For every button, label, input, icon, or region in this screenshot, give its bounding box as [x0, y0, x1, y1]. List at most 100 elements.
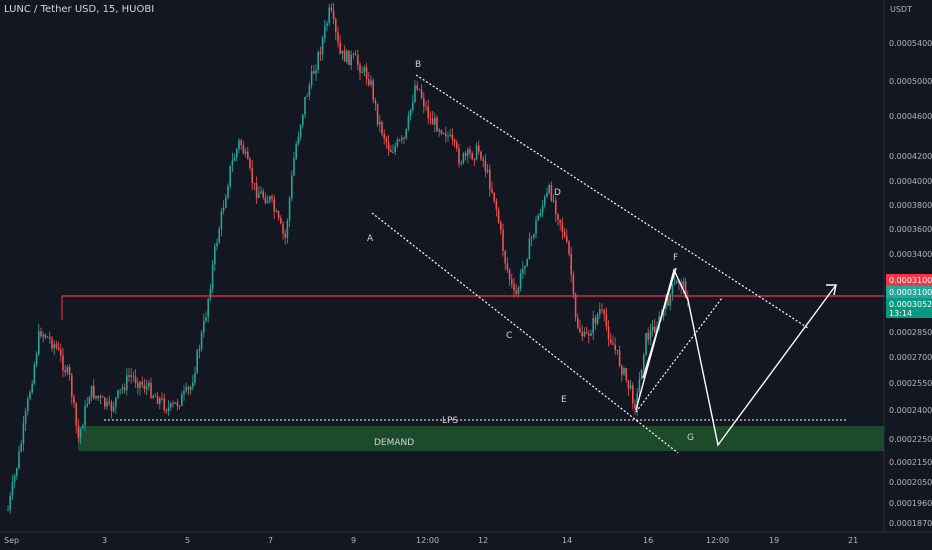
candle-body	[317, 52, 319, 70]
candle-body	[343, 50, 346, 62]
candle-body	[178, 405, 181, 407]
candle-body	[280, 217, 282, 224]
candle-body	[324, 26, 326, 39]
candle-body	[616, 349, 619, 351]
candle-body	[128, 375, 130, 377]
candle-body	[537, 215, 539, 221]
x-axis: Sep 3 5 7 9 12:00 12 14 16 12:00 19 21	[4, 536, 858, 545]
candle-body	[601, 309, 603, 311]
candle-body	[108, 401, 110, 403]
candle-body	[502, 229, 504, 251]
candle-body	[651, 326, 654, 331]
candle-body	[504, 250, 506, 264]
candle-body	[654, 326, 656, 333]
candle-body	[214, 246, 216, 265]
x-tick-label: Sep	[4, 536, 19, 545]
candle-body	[55, 344, 58, 348]
candle-body	[352, 54, 355, 56]
candle-body	[572, 274, 575, 294]
candle-body	[517, 288, 520, 294]
candle-body	[192, 382, 194, 388]
candle-body	[49, 336, 51, 339]
candle-body	[117, 390, 119, 398]
candle-body	[535, 220, 537, 235]
candle-body	[506, 263, 509, 270]
candle-body	[247, 151, 249, 160]
candle-body	[152, 395, 154, 398]
x-tick-label: 16	[643, 536, 653, 545]
candle-body	[79, 428, 82, 438]
candle-body	[205, 317, 207, 321]
candle-body	[242, 144, 245, 154]
x-tick-label: 14	[562, 536, 572, 545]
candle-body	[557, 214, 559, 220]
candle-body	[460, 163, 462, 165]
projection-leg-ef	[642, 267, 677, 379]
candle-body	[519, 273, 522, 289]
candle-body	[447, 135, 449, 137]
svg-text:0.00031009: 0.00031009	[889, 276, 932, 285]
candle-body	[260, 191, 262, 194]
candle-body	[308, 85, 311, 96]
candle-body	[326, 23, 328, 27]
candle-body	[207, 298, 209, 318]
candle-body	[513, 284, 515, 291]
candle-body	[181, 394, 183, 407]
candle-body	[610, 339, 612, 344]
candle-body	[403, 137, 405, 139]
candle-body	[189, 387, 192, 390]
candle-body	[40, 331, 42, 337]
x-tick-label: 12	[478, 536, 488, 545]
candle-body	[163, 398, 165, 410]
candle-body	[647, 333, 649, 340]
candle-body	[471, 152, 473, 160]
candle-body	[282, 223, 284, 234]
channel-lines	[371, 74, 809, 454]
candle-body	[264, 197, 267, 204]
candle-body	[231, 160, 234, 166]
candle-body	[132, 375, 135, 377]
candle-body	[154, 395, 157, 397]
candle-body	[357, 55, 359, 65]
candle-body	[530, 237, 533, 239]
candle-body	[456, 142, 458, 149]
candle-body	[374, 100, 377, 104]
candle-body	[392, 152, 394, 154]
candle-body	[27, 398, 29, 412]
candle-body	[550, 184, 553, 201]
candle-body	[9, 495, 11, 510]
candle-body	[423, 97, 425, 107]
candle-body	[170, 403, 172, 408]
candle-body	[337, 32, 339, 43]
candle-body	[405, 128, 407, 139]
price-tags: 0.00031009 0.00031009 0.00030526 13:14	[886, 274, 932, 318]
candle-body	[295, 143, 297, 159]
candle-body	[398, 139, 401, 141]
candle-body	[350, 54, 352, 65]
candle-body	[561, 223, 564, 233]
candle-body	[332, 10, 335, 20]
candle-body	[271, 196, 273, 200]
candle-body	[623, 367, 625, 375]
candle-body	[209, 288, 212, 299]
candle-body	[526, 259, 528, 267]
candle-body	[475, 145, 478, 160]
candle-body	[588, 333, 590, 336]
candle-body	[467, 149, 469, 156]
candle-body	[489, 169, 491, 189]
candle-body	[297, 136, 300, 144]
candle-body	[434, 117, 436, 125]
candle-body	[176, 402, 179, 406]
candle-body	[383, 133, 385, 139]
candle-body	[445, 133, 447, 137]
x-tick-label: 12:00	[416, 536, 439, 545]
candle-body	[524, 266, 526, 269]
candle-body	[429, 118, 432, 120]
candle-body	[500, 222, 502, 230]
candle-body	[328, 7, 330, 24]
candles	[7, 2, 689, 514]
